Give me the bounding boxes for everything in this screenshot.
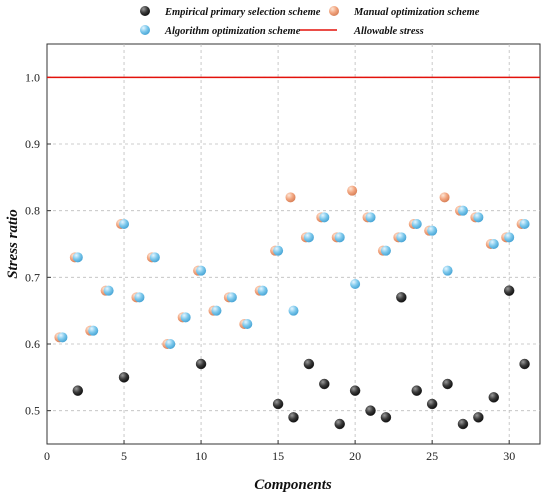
algorithm-point (457, 205, 468, 216)
y-axis-title: Stress ratio (5, 209, 21, 279)
algorithm-point (504, 232, 515, 243)
algorithm-point (273, 245, 284, 256)
algorithm-point (149, 252, 160, 263)
manual-points (54, 185, 527, 349)
algorithm-point (88, 325, 99, 336)
algorithm-points (57, 205, 530, 349)
algorithm-point (319, 212, 330, 223)
legend: Empirical primary selection scheme Manua… (140, 6, 480, 37)
algorithm-point (242, 319, 253, 329)
empirical-point (72, 385, 84, 396)
manual-point (285, 192, 296, 203)
legend-label-empirical: Empirical primary selection scheme (164, 7, 321, 18)
manual-point (347, 185, 358, 196)
algorithm-point (411, 219, 422, 229)
y-tick-label: 0.6 (25, 337, 40, 351)
empirical-point (272, 398, 284, 410)
x-tick-label: 20 (349, 449, 361, 463)
x-tick-label: 30 (503, 449, 515, 463)
empirical-point (503, 285, 515, 296)
empirical-point (303, 358, 315, 370)
empirical-point (319, 378, 330, 390)
x-tick-label: 0 (44, 449, 50, 463)
algorithm-point (380, 245, 391, 256)
legend-label-algorithm: Algorithm optimization scheme (164, 26, 301, 37)
algorithm-point (442, 265, 453, 276)
algorithm-point (57, 332, 68, 343)
algorithm-point (257, 285, 268, 296)
y-tick-label: 1.0 (25, 70, 40, 84)
plot-area (46, 43, 541, 445)
grid (47, 44, 540, 444)
empirical-point (195, 358, 207, 370)
legend-label-manual: Manual optimization scheme (353, 7, 480, 18)
blue-sphere-icon (140, 25, 150, 35)
empirical-points (72, 285, 530, 430)
empirical-point (118, 372, 130, 383)
empirical-point (426, 398, 438, 410)
algorithm-point (427, 225, 438, 236)
legend-label-allowable: Allowable stress (353, 26, 424, 37)
algorithm-point (165, 339, 176, 349)
empirical-point (365, 405, 376, 416)
x-tick-label: 15 (272, 449, 284, 463)
orange-sphere-icon (329, 6, 339, 16)
empirical-point (473, 412, 484, 423)
empirical-point (288, 412, 299, 423)
empirical-point (334, 418, 345, 430)
y-tick-label: 0.7 (25, 270, 40, 284)
y-tick-label: 0.5 (25, 404, 40, 418)
axis-ticks: 0 5 10 15 20 25 30 0.5 0.6 0.7 0.8 0.9 1.0 (25, 70, 515, 463)
algorithm-point (180, 312, 191, 323)
x-tick-label: 25 (426, 449, 438, 463)
algorithm-point (334, 232, 345, 243)
data-points (54, 185, 530, 430)
empirical-point (488, 392, 499, 403)
x-tick-label: 5 (121, 449, 127, 463)
algorithm-point (473, 212, 484, 223)
algorithm-point (350, 279, 361, 289)
y-tick-label: 0.9 (25, 137, 40, 151)
empirical-point (411, 385, 422, 396)
algorithm-point (119, 219, 130, 229)
empirical-point (442, 378, 453, 390)
algorithm-point (303, 232, 314, 243)
algorithm-point (365, 212, 376, 223)
empirical-point (396, 292, 407, 303)
algorithm-point (396, 232, 407, 243)
algorithm-point (488, 239, 499, 249)
algorithm-point (134, 292, 145, 303)
dark-sphere-icon (140, 6, 150, 16)
y-tick-label: 0.8 (25, 204, 40, 218)
empirical-point (349, 385, 361, 396)
algorithm-point (196, 265, 207, 276)
algorithm-point (103, 285, 114, 296)
algorithm-point (72, 252, 83, 263)
algorithm-point (226, 292, 237, 303)
x-tick-label: 10 (195, 449, 207, 463)
empirical-point (457, 418, 469, 430)
empirical-point (380, 412, 392, 423)
algorithm-point (519, 219, 530, 229)
empirical-point (519, 358, 530, 370)
x-axis-title: Components (254, 477, 332, 493)
algorithm-point (288, 305, 299, 316)
algorithm-point (211, 305, 222, 316)
manual-point (439, 192, 450, 203)
